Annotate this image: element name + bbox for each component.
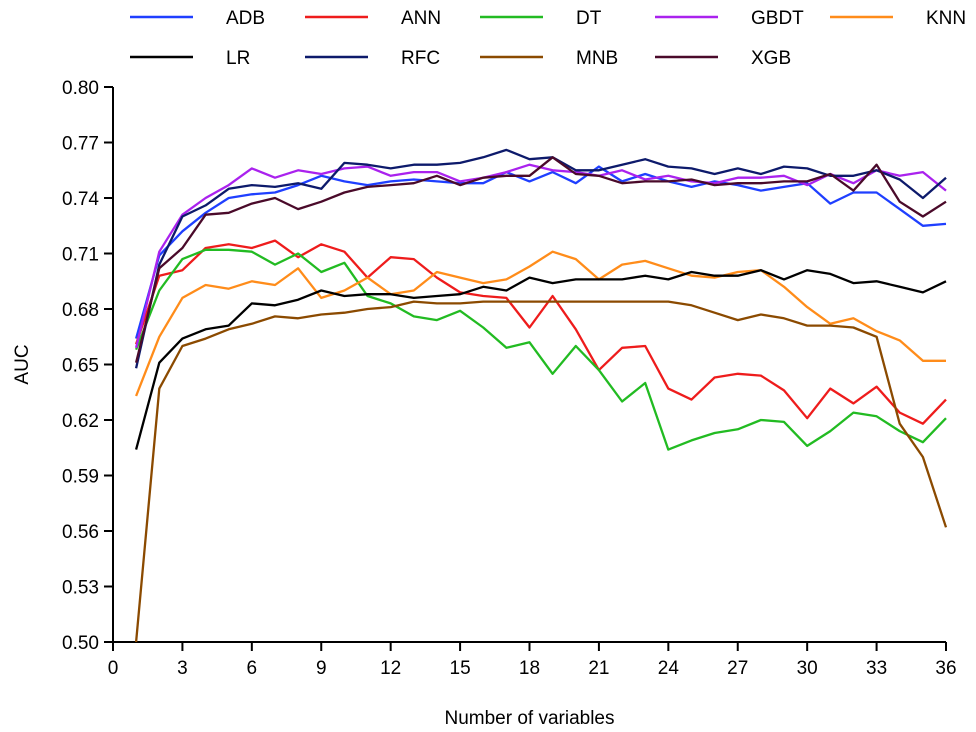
legend-label: GBDT [751,8,804,29]
series-line-xgb [134,156,947,363]
legend-label: XGB [751,48,791,69]
y-tick-label: 0.53 [62,578,99,599]
x-axis-title: Number of variables [444,708,614,729]
legend-item-mnb: MNB [480,48,618,69]
legend-item-knn: KNN [830,8,966,29]
x-tick-label: 6 [247,658,258,679]
x-tick-label: 12 [380,658,401,679]
plot-area [134,148,948,643]
x-tick-label: 27 [727,658,748,679]
y-axis-title: AUC [12,344,33,384]
y-tick-label: 0.71 [62,245,99,266]
legend-label: LR [226,48,250,69]
legend-item-xgb: XGB [655,48,791,69]
y-tick-label: 0.59 [62,467,99,488]
legend-label: KNN [926,8,966,29]
legend-item-adb: ADB [130,8,265,29]
legend-label: ANN [401,8,441,29]
y-tick-label: 0.50 [62,633,99,654]
x-tick-label: 24 [658,658,680,679]
legend-item-dt: DT [480,8,602,29]
x-tick-label: 0 [108,658,119,679]
axes: 0.50 0.53 0.56 0.59 0.62 0.65 0.68 0.71 0.74 0.77… [62,78,957,679]
y-tick-label: 0.68 [62,300,99,321]
x-tick-label: 18 [519,658,540,679]
x-tick-label: 9 [316,658,327,679]
series-line-adb [134,165,947,339]
y-tick-label: 0.65 [62,356,99,377]
y-tick-label: 0.77 [62,134,99,155]
y-tick-label: 0.80 [62,78,99,99]
series-line-lr [134,269,947,450]
legend-label: MNB [576,48,618,69]
y-tick-label: 0.74 [62,189,99,210]
legend-label: DT [576,8,602,29]
series-line-mnb [134,300,948,643]
series-line-ann [135,239,947,425]
x-tick-label: 3 [177,658,188,679]
series-line-knn [135,250,946,397]
legend-label: RFC [401,48,440,69]
x-tick-label: 36 [935,658,956,679]
legend-item-ann: ANN [305,8,441,29]
legend-item-lr: LR [130,48,250,69]
legend: ADB ANN DT GBDT KNN LR RFC MNB XGB [130,8,966,69]
series-line-dt [135,248,947,451]
y-tick-label: 0.62 [62,411,99,432]
series-line-rfc [134,148,947,369]
legend-label: ADB [226,8,265,29]
x-tick-label: 33 [866,658,887,679]
legend-item-rfc: RFC [305,48,440,69]
legend-item-gbdt: GBDT [655,8,804,29]
x-tick-label: 30 [797,658,818,679]
y-tick-label: 0.56 [62,522,99,543]
x-tick-label: 21 [588,658,609,679]
x-tick-label: 15 [450,658,471,679]
